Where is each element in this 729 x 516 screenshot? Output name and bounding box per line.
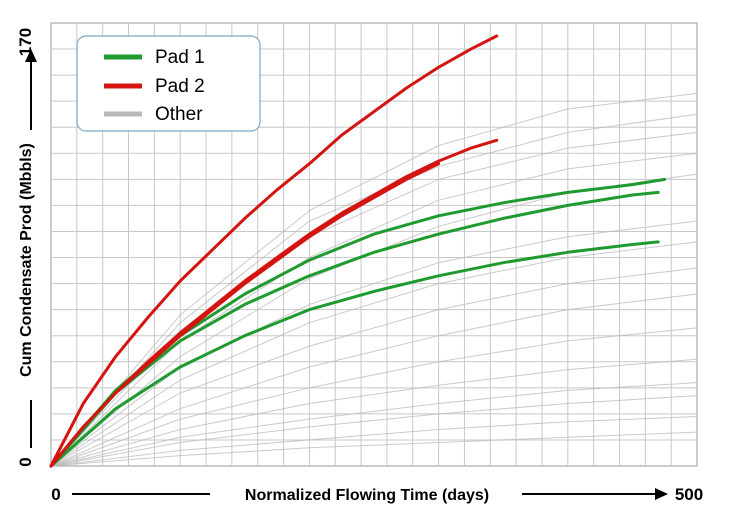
legend-label-pad-2: Pad 2 xyxy=(155,76,205,97)
series-line-other xyxy=(50,152,698,467)
series-line-other xyxy=(50,382,698,467)
series-line-other xyxy=(50,327,698,467)
y-axis-title: Cum Condensate Prod (Mbbls) xyxy=(18,143,35,377)
x-axis-title: Normalized Flowing Time (days) xyxy=(245,487,489,504)
legend-label-pad-1: Pad 1 xyxy=(155,47,205,68)
series-line-other xyxy=(50,431,698,467)
series-layer xyxy=(49,34,698,468)
legend: Pad 1 Pad 2 Other xyxy=(76,35,261,132)
series-line-other xyxy=(50,241,698,467)
series-line-pad-2 xyxy=(49,162,441,468)
legend-label-other: Other xyxy=(155,104,203,125)
series-line-other xyxy=(50,416,698,467)
x-tick-label-min: 0 xyxy=(51,485,60,504)
series-line-pad-1 xyxy=(49,240,660,468)
series-line-other xyxy=(50,395,698,467)
series-line-other xyxy=(50,267,698,467)
series-line-pad-1 xyxy=(49,190,660,468)
y-axis: 170 Cum Condensate Prod (Mbbls) 0 xyxy=(16,28,37,467)
series-line-other xyxy=(50,92,698,467)
series-line-pad-2 xyxy=(49,34,499,468)
legend-box xyxy=(76,35,261,132)
y-axis-arrow-head xyxy=(25,49,37,62)
series-line-other xyxy=(50,358,698,467)
y-tick-label-min: 0 xyxy=(16,457,35,466)
x-axis: 0 Normalized Flowing Time (days) 500 xyxy=(51,485,703,504)
x-tick-label-max: 500 xyxy=(675,485,703,504)
series-line-other xyxy=(50,220,698,467)
y-tick-label-max: 170 xyxy=(16,28,35,56)
x-axis-arrow-head xyxy=(655,488,668,500)
series-line-other xyxy=(50,293,698,467)
